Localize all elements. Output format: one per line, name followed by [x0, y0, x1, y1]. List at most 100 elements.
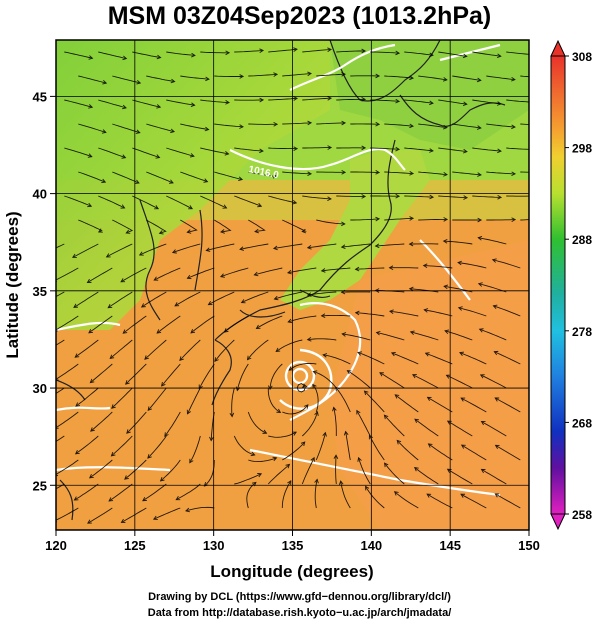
- streamline-arrow: [314, 478, 319, 484]
- streamline: [480, 374, 507, 389]
- x-tick-label: 130: [203, 538, 225, 553]
- streamline: [214, 123, 244, 128]
- streamline-arrow: [457, 260, 462, 266]
- streamline: [412, 374, 439, 389]
- streamline: [452, 75, 481, 81]
- streamline: [302, 195, 332, 200]
- streamline: [267, 464, 290, 485]
- streamline-arrow: [222, 204, 228, 209]
- streamline: [248, 171, 277, 178]
- streamline-arrow: [185, 507, 190, 513]
- streamline-arrow: [531, 53, 535, 57]
- colorbar-label: 298: [572, 142, 592, 156]
- streamline-arrow: [375, 330, 381, 336]
- streamline: [282, 171, 312, 175]
- streamline: [132, 147, 160, 159]
- streamline: [161, 363, 181, 387]
- streamline-arrow: [239, 246, 244, 251]
- streamline-arrow: [220, 229, 225, 234]
- streamline-arrow: [203, 178, 209, 183]
- streamline-arrow: [186, 229, 192, 234]
- streamline-arrow: [494, 397, 500, 402]
- streamline-arrow: [375, 73, 381, 79]
- streamline-arrow: [159, 476, 165, 482]
- streamline: [56, 507, 79, 521]
- streamline-arrow: [97, 228, 103, 233]
- streamline: [384, 75, 414, 79]
- streamline-arrow: [190, 102, 196, 108]
- streamline-arrow: [442, 238, 448, 244]
- streamline-arrow: [374, 243, 380, 249]
- streamline: [350, 171, 380, 173]
- streamline: [185, 506, 215, 512]
- streamline-arrow: [267, 385, 273, 391]
- streamline: [234, 147, 264, 152]
- streamline-arrow: [205, 247, 211, 252]
- streamline-arrow: [107, 303, 113, 309]
- streamline: [418, 171, 448, 176]
- streamline: [268, 195, 297, 204]
- streamline-arrow: [219, 273, 225, 278]
- streamline: [106, 243, 133, 258]
- streamline: [146, 75, 175, 83]
- streamline: [121, 507, 147, 523]
- streamline-arrow: [254, 228, 259, 234]
- streamline-arrow: [393, 491, 399, 496]
- streamline: [460, 397, 487, 413]
- streamline: [274, 291, 303, 300]
- streamline: [307, 338, 337, 341]
- streamline: [493, 305, 521, 317]
- streamline: [141, 291, 167, 308]
- streamline: [446, 374, 473, 389]
- streamline: [452, 171, 482, 176]
- streamline-arrow: [477, 172, 482, 177]
- streamline-arrow: [186, 409, 191, 415]
- streamline-arrow: [39, 447, 43, 450]
- streamline-arrow: [306, 336, 312, 342]
- streamline: [345, 431, 351, 461]
- streamline: [248, 219, 266, 233]
- streamline: [56, 267, 79, 281]
- streamline: [443, 240, 473, 245]
- streamline-arrow: [388, 265, 394, 271]
- streamline: [108, 483, 133, 502]
- streamline-arrow: [357, 456, 362, 462]
- typhoon-vortex: [279, 348, 333, 410]
- streamline-arrow: [375, 170, 381, 175]
- streamline: [236, 363, 249, 391]
- streamline: [78, 75, 107, 84]
- credit-drawing: Drawing by DCL (https://www.gfd−dennou.o…: [148, 591, 451, 603]
- streamline-arrow: [375, 216, 381, 222]
- streamline-arrow: [341, 120, 347, 126]
- streamline: [166, 51, 195, 56]
- streamline: [233, 435, 255, 456]
- streamline-arrow: [39, 351, 43, 354]
- streamline: [206, 243, 235, 251]
- streamline: [425, 352, 453, 365]
- streamline: [56, 435, 65, 442]
- streamline-arrow: [255, 324, 261, 329]
- streamline-arrow: [460, 493, 466, 498]
- streamline: [364, 390, 385, 413]
- streamline-arrow: [511, 124, 516, 130]
- colorbar-label: 268: [572, 416, 592, 430]
- streamline-arrow: [120, 204, 126, 209]
- streamline-arrow: [413, 466, 419, 472]
- streamline-arrow: [293, 47, 298, 52]
- streamline: [379, 372, 405, 389]
- streamline: [404, 147, 434, 152]
- streamline-arrow: [74, 353, 80, 358]
- streamline: [472, 51, 501, 57]
- streamline: [452, 123, 481, 129]
- streamline: [166, 99, 195, 106]
- streamline-arrow: [312, 383, 317, 389]
- streamline-arrow: [259, 48, 265, 53]
- streamline-arrow: [383, 462, 389, 468]
- streamline-arrow: [423, 308, 429, 313]
- streamline-arrow: [477, 236, 483, 241]
- streamline: [426, 493, 453, 509]
- streamline: [174, 291, 201, 307]
- streamline-arrow: [168, 179, 174, 184]
- streamline: [314, 479, 318, 509]
- streamline: [172, 243, 201, 253]
